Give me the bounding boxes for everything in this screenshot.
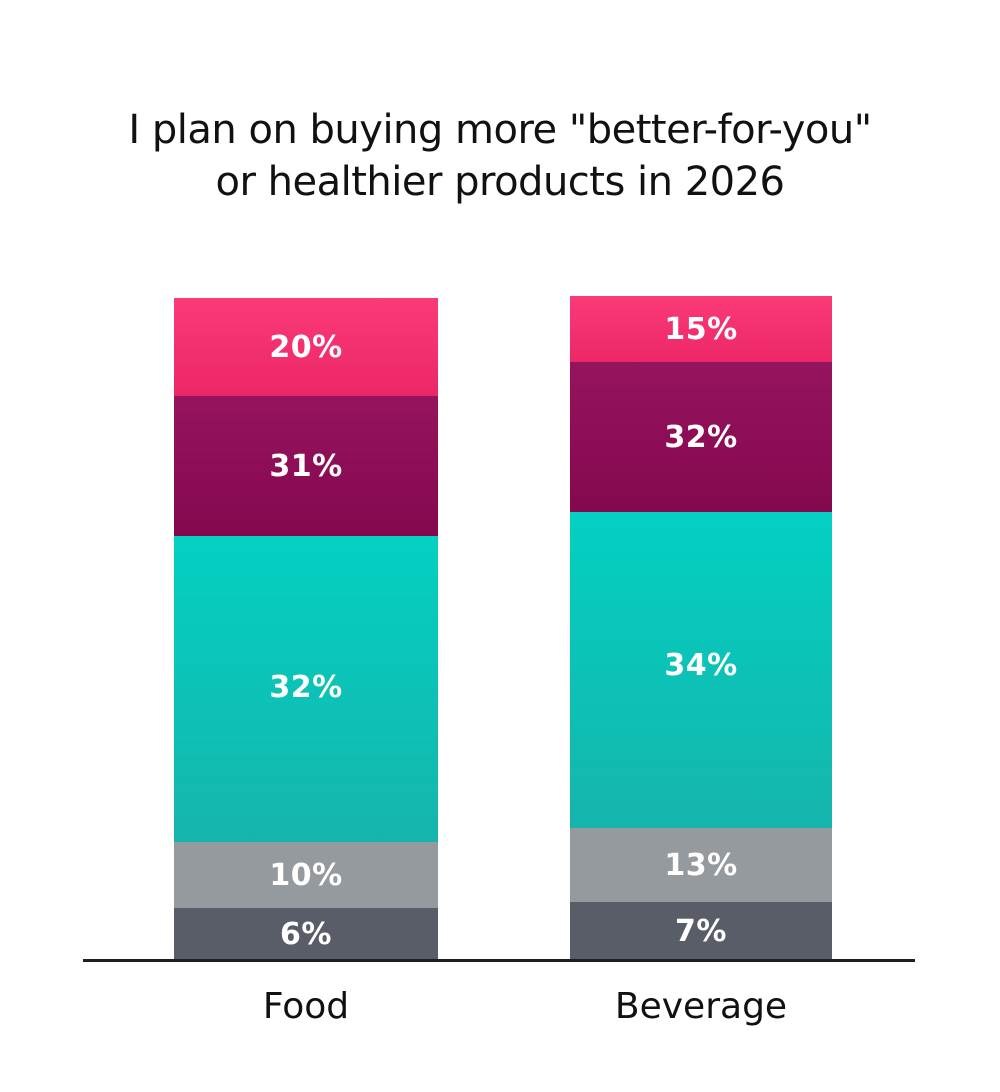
bar-beverage-segment-5: 7%: [570, 902, 832, 960]
bar-beverage-segment-4: 13%: [570, 828, 832, 902]
data-label: 10%: [269, 857, 343, 893]
data-label: 34%: [664, 648, 738, 683]
chart-title-line-2: or healthier products in 2026: [215, 159, 785, 205]
x-axis-label-food: Food: [262, 986, 350, 1027]
bar-beverage: 15% 32% 34% 13% 7%: [570, 296, 832, 960]
data-label: 31%: [269, 448, 343, 484]
x-axis-label-beverage: Beverage: [614, 986, 788, 1027]
bar-food-segment-2: 31%: [174, 396, 438, 536]
bar-food-segment-4: 10%: [174, 842, 438, 908]
bar-beverage-segment-2: 32%: [570, 362, 832, 512]
bar-food-segment-3: 32%: [174, 536, 438, 842]
chart-title-line-1: I plan on buying more "better-for-you": [128, 107, 872, 153]
data-label: 32%: [269, 670, 343, 705]
data-label: 15%: [664, 311, 738, 347]
bar-beverage-segment-1: 15%: [570, 296, 832, 362]
x-axis-baseline: [83, 959, 915, 962]
data-label: 32%: [664, 419, 738, 455]
bar-food: 20% 31% 32% 10% 6%: [174, 298, 438, 960]
data-label: 6%: [280, 916, 332, 952]
data-label: 7%: [675, 913, 727, 949]
bar-beverage-segment-3: 34%: [570, 512, 832, 828]
chart-title: I plan on buying more "better-for-you" o…: [0, 104, 1000, 208]
data-label: 13%: [664, 847, 738, 883]
bar-food-segment-5: 6%: [174, 908, 438, 960]
data-label: 20%: [269, 329, 343, 365]
bar-food-segment-1: 20%: [174, 298, 438, 396]
